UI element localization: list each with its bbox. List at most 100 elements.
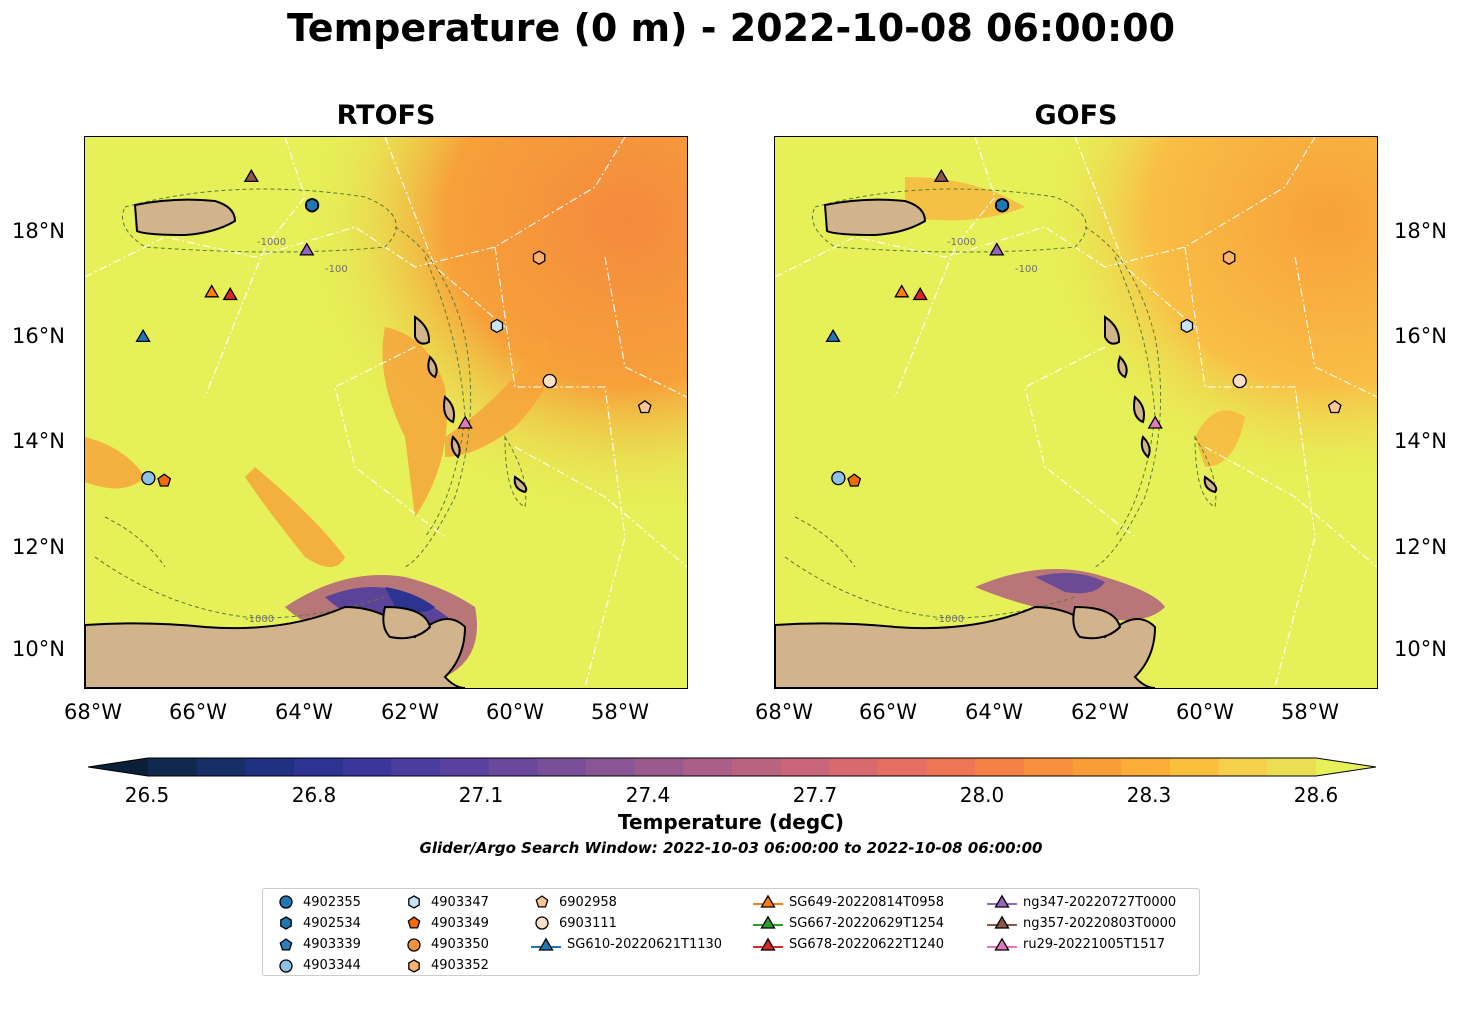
contour-label: -100 bbox=[325, 264, 348, 275]
legend-marker-icon bbox=[407, 937, 421, 952]
marker-6902958 bbox=[1327, 400, 1342, 414]
legend-circle-icon bbox=[279, 959, 293, 973]
legend-label: 6903111 bbox=[559, 915, 617, 931]
colorbar-swatch bbox=[1072, 758, 1122, 776]
colorbar-swatch bbox=[391, 758, 441, 776]
colorbar-tick-label: 28.3 bbox=[1126, 783, 1172, 807]
legend-item: 4902355 bbox=[275, 892, 361, 912]
legend-triangle-icon bbox=[760, 915, 776, 929]
contour-label: -1000 bbox=[947, 237, 976, 248]
legend-marker-icon bbox=[279, 959, 293, 973]
contour-label: -1000 bbox=[257, 237, 286, 248]
lon-tick-label: 68°W bbox=[64, 700, 122, 724]
legend-item: 4903350 bbox=[403, 935, 489, 955]
legend-item: 4903339 bbox=[275, 935, 361, 955]
lon-tick-label: 60°W bbox=[1176, 700, 1234, 724]
panel-title-rtofs: RTOFS bbox=[336, 100, 436, 131]
lon-tick-label: 66°W bbox=[169, 700, 227, 724]
lon-tick-label: 64°W bbox=[275, 700, 333, 724]
legend-triangle-icon bbox=[760, 894, 776, 908]
colorbar-swatch bbox=[488, 758, 538, 776]
dominica-land bbox=[427, 355, 438, 379]
marker-ng347-20220727T0000 bbox=[989, 242, 1005, 256]
legend-hexagon-icon bbox=[280, 916, 292, 931]
map-panel-gofs[interactable]: -1000 -100 -1000 bbox=[774, 136, 1378, 689]
marker-4903349 bbox=[157, 473, 172, 487]
colorbar-swatch bbox=[1267, 758, 1317, 776]
data-markers bbox=[825, 168, 1342, 487]
legend-marker-icon bbox=[279, 895, 293, 909]
marker-4903344 bbox=[141, 470, 156, 486]
colorbar-extend-max bbox=[1316, 758, 1376, 776]
lon-tick-label: 62°W bbox=[1071, 700, 1129, 724]
legend-marker-icon bbox=[535, 895, 549, 908]
legend-circle-icon bbox=[279, 895, 293, 909]
marker-4903347 bbox=[1180, 318, 1194, 334]
marker-ru29-20221005T1517 bbox=[1147, 415, 1163, 429]
guadeloupe-land bbox=[414, 315, 431, 345]
marker-ng357-20220803T0000 bbox=[933, 168, 949, 183]
colorbar-swatch bbox=[1024, 758, 1074, 776]
trinidad-land bbox=[382, 605, 432, 640]
legend-item: SG649-20220814T0958 bbox=[753, 892, 944, 912]
colorbar-swatch bbox=[1170, 758, 1220, 776]
legend-marker-icon bbox=[280, 916, 292, 931]
lon-tick-label: 64°W bbox=[965, 700, 1023, 724]
barbados-land bbox=[1203, 475, 1218, 494]
colorbar-swatch bbox=[440, 758, 490, 776]
legend-hexagon-icon bbox=[408, 895, 420, 909]
legend-item: 4902534 bbox=[275, 913, 361, 933]
marker-SG678-20220622T1240 bbox=[222, 287, 238, 301]
puerto-rico-land bbox=[133, 198, 237, 237]
colorbar bbox=[87, 756, 1377, 782]
lat-tick-label: 18°N bbox=[1394, 219, 1447, 243]
legend-item: SG678-20220622T1240 bbox=[753, 935, 944, 955]
marker-6903111 bbox=[1232, 373, 1247, 389]
legend-item: 4903352 bbox=[403, 956, 489, 976]
legend-marker-icon bbox=[753, 915, 783, 929]
legend-label: ng357-20220803T0000 bbox=[1023, 915, 1177, 931]
lat-tick-label: 10°N bbox=[12, 637, 65, 661]
legend-circle-icon bbox=[407, 937, 421, 952]
colorbar-tick-label: 26.8 bbox=[291, 783, 337, 807]
lat-tick-label: 10°N bbox=[1394, 637, 1447, 661]
legend-triangle-icon bbox=[538, 937, 554, 951]
contour-label: -100 bbox=[1015, 264, 1038, 275]
legend-label: SG649-20220814T0958 bbox=[789, 894, 945, 910]
marker-SG610-20220621T1130 bbox=[825, 328, 841, 343]
colorbar-swatch bbox=[878, 758, 928, 776]
marker-SG649-20220814T0958 bbox=[204, 284, 220, 298]
legend-marker-icon bbox=[408, 959, 420, 973]
legend-label: 6902958 bbox=[559, 894, 617, 910]
colorbar-tick-label: 28.6 bbox=[1293, 783, 1339, 807]
search-window-caption: Glider/Argo Search Window: 2022-10-03 06… bbox=[419, 839, 1043, 857]
colorbar-tick-label: 28.0 bbox=[959, 783, 1005, 807]
legend-label: 4903339 bbox=[303, 937, 361, 953]
marker-ng357-20220803T0000 bbox=[243, 168, 259, 183]
land-masses bbox=[775, 198, 1218, 688]
trinidad-land bbox=[1072, 605, 1122, 640]
colorbar-swatch bbox=[586, 758, 636, 776]
legend-hexagon-icon bbox=[408, 959, 420, 973]
legend-marker-icon bbox=[753, 894, 783, 908]
legend-marker-icon bbox=[753, 937, 783, 951]
lon-tick-label: 62°W bbox=[381, 700, 439, 724]
legend-item: 6902958 bbox=[531, 892, 617, 912]
colorbar-extend-min bbox=[88, 758, 148, 776]
martinique-land bbox=[443, 395, 455, 424]
marker-4903347 bbox=[490, 318, 504, 334]
legend-label: 4903349 bbox=[431, 915, 489, 931]
lat-tick-label: 12°N bbox=[1394, 535, 1447, 559]
map-panel-rtofs[interactable]: -1000 -100 -1000 bbox=[84, 136, 688, 689]
legend-triangle-icon bbox=[994, 915, 1010, 929]
colorbar-swatch bbox=[148, 758, 198, 776]
colorbar-swatch bbox=[342, 758, 392, 776]
colorbar-swatch bbox=[1121, 758, 1171, 776]
contour-label: -1000 bbox=[935, 614, 964, 625]
colorbar-swatch bbox=[245, 758, 295, 776]
legend-triangle-icon bbox=[994, 937, 1010, 951]
legend-item: ru29-20221005T1517 bbox=[987, 935, 1165, 955]
saint-lucia-land bbox=[450, 435, 461, 459]
bathymetry-contours bbox=[784, 188, 1217, 619]
cool-plume bbox=[975, 569, 1165, 621]
